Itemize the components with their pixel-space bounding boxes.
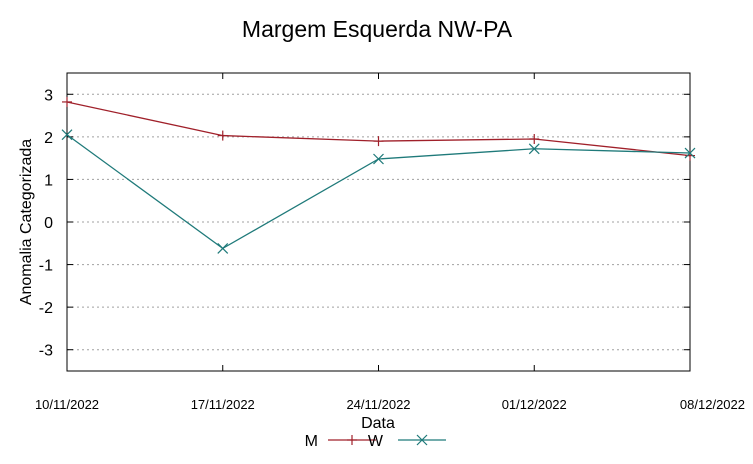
x-tick-label: 24/11/2022	[346, 397, 410, 412]
x-axis-label: Data	[361, 415, 395, 432]
y-tick-label: -1	[39, 258, 53, 275]
y-tick-label: 3	[44, 87, 53, 104]
series-w	[61, 129, 696, 254]
x-tick-label: 17/11/2022	[191, 397, 255, 412]
x-tick-label: 08/12/2022	[680, 397, 745, 412]
legend-label-w: W	[368, 433, 384, 450]
data-point-w	[217, 242, 229, 254]
y-tick-label: -3	[39, 343, 53, 360]
legend-marker-w	[416, 434, 428, 446]
x-tick-label: 10/11/2022	[35, 397, 99, 412]
chart-title: Margem Esquerda NW-PA	[242, 16, 513, 42]
y-tick-label: 1	[44, 172, 53, 189]
data-point-w	[373, 153, 384, 165]
y-tick-label: 0	[44, 215, 53, 232]
data-point-w	[684, 147, 696, 159]
series-line-w	[66, 134, 691, 250]
grid-lines	[67, 93, 690, 351]
series-line-m	[66, 101, 691, 157]
data-point-w	[61, 129, 73, 141]
y-axis-label: Anomalia Categorizada	[18, 139, 35, 305]
x-tick-label: 01/12/2022	[502, 397, 567, 412]
data-point-w	[528, 143, 540, 155]
series-group	[61, 96, 696, 254]
y-tick-label: -2	[39, 300, 53, 317]
y-axis-ticks: 3 2 1 0 -1 -2 -3	[39, 87, 690, 360]
y-tick-label: 2	[44, 130, 53, 147]
x-axis-ticks: 10/11/2022 17/11/2022 24/11/2022 01/12/2022…	[35, 73, 745, 412]
legend-label-m: M	[305, 433, 318, 450]
